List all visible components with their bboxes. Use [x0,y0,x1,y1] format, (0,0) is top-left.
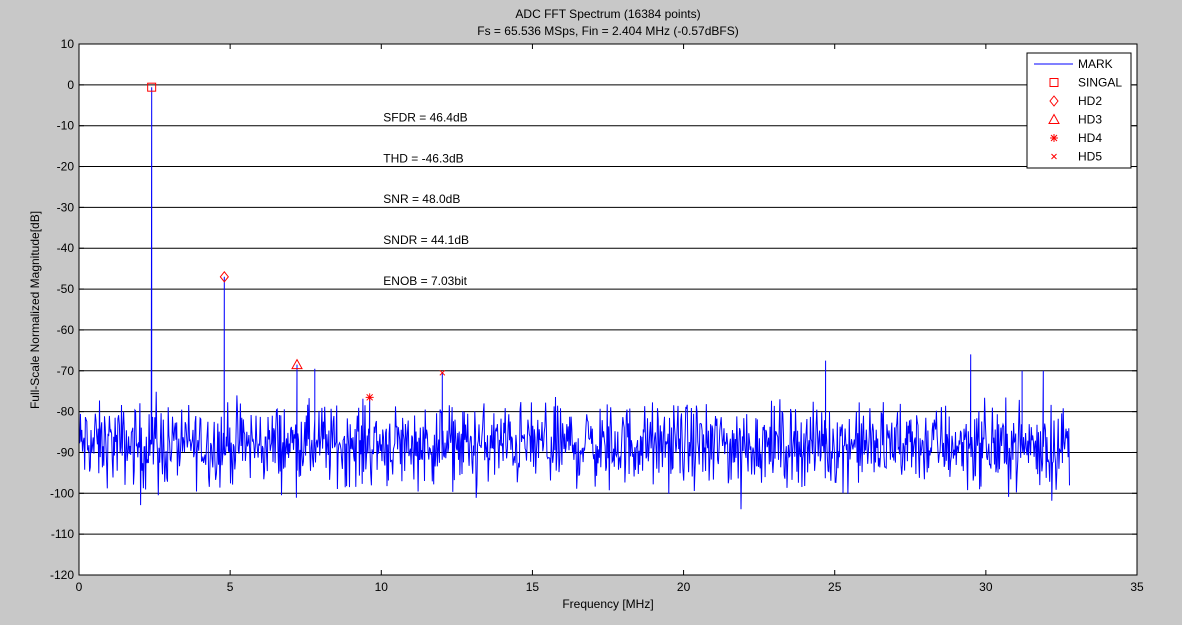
annotation-text: THD = -46.3dB [383,151,463,165]
legend-entry: HD3 [1078,113,1102,127]
marker-hd4 [365,393,374,402]
legend-box [1026,52,1132,169]
marker-hd2 [219,271,229,283]
axes-box [78,43,1138,576]
y-tick-label: -70 [57,364,75,378]
x-tick-label: 0 [76,580,83,594]
legend-entry: MARK [1078,57,1113,71]
y-tick-label: -90 [57,445,75,459]
legend-marker-icon [1048,113,1060,124]
plot-area [79,44,1137,575]
x-tick-label: 35 [1130,580,1144,594]
y-axis-label: Full-Scale Normalized Magnitude[dB] [28,211,42,409]
square-marker [1049,78,1059,87]
annotation-text: ENOB = 7.03bit [383,274,467,288]
spectrum-line [78,87,1070,510]
star-marker [1050,134,1058,142]
diamond-marker [219,271,229,283]
y-tick-label: 10 [61,37,75,51]
y-tick-label: 0 [67,78,74,92]
legend-marker-icon [1049,78,1059,87]
diamond-marker [1049,95,1059,107]
y-tick-label: -120 [50,568,74,582]
legend-marker-icon [1050,134,1058,142]
x-tick-label: 5 [227,580,234,594]
y-tick-label: -60 [57,323,75,337]
annotation-text: SNDR = 44.1dB [383,233,469,247]
legend-entry: HD4 [1078,131,1102,145]
square-marker [147,82,157,92]
y-tick-label: -30 [57,200,75,214]
x-tick-label: 10 [375,580,389,594]
y-tick-label: -110 [51,527,74,541]
y-tick-label: -80 [57,405,75,419]
legend-entry: HD2 [1078,94,1102,108]
legend-entry: SINGAL [1078,76,1122,90]
x-marker [439,369,446,376]
x-tick-label: 25 [828,580,842,594]
x-tick-label: 15 [526,580,540,594]
x-marker [1051,153,1057,160]
annotation-text: SFDR = 46.4dB [383,111,467,125]
marker-hd3 [291,358,303,370]
annotation-text: SNR = 48.0dB [383,192,460,206]
legend: MARK SINGAL HD2 HD3 HD4 HD5 [1026,52,1132,169]
triangle-marker [291,358,303,370]
x-axis-label: Frequency [MHz] [562,597,653,611]
x-tick-label: 30 [979,580,993,594]
triangle-marker [1048,113,1060,124]
x-tick-label: 20 [677,580,691,594]
legend-entry: HD5 [1078,150,1102,164]
y-tick-label: -10 [57,119,75,133]
star-marker [365,393,374,402]
legend-marker-icon [1049,95,1059,107]
y-tick-label: -100 [50,486,74,500]
y-tick-label: -50 [57,282,75,296]
y-tick-label: -20 [57,160,75,174]
chart-title-line2: Fs = 65.536 MSps, Fin = 2.404 MHz (-0.57… [477,24,738,38]
y-tick-label: -40 [57,241,75,255]
marker-hd5 [439,369,446,376]
legend-marker-icon [1051,153,1057,160]
chart-title-line1: ADC FFT Spectrum (16384 points) [515,7,700,21]
marker-singal [147,82,157,92]
